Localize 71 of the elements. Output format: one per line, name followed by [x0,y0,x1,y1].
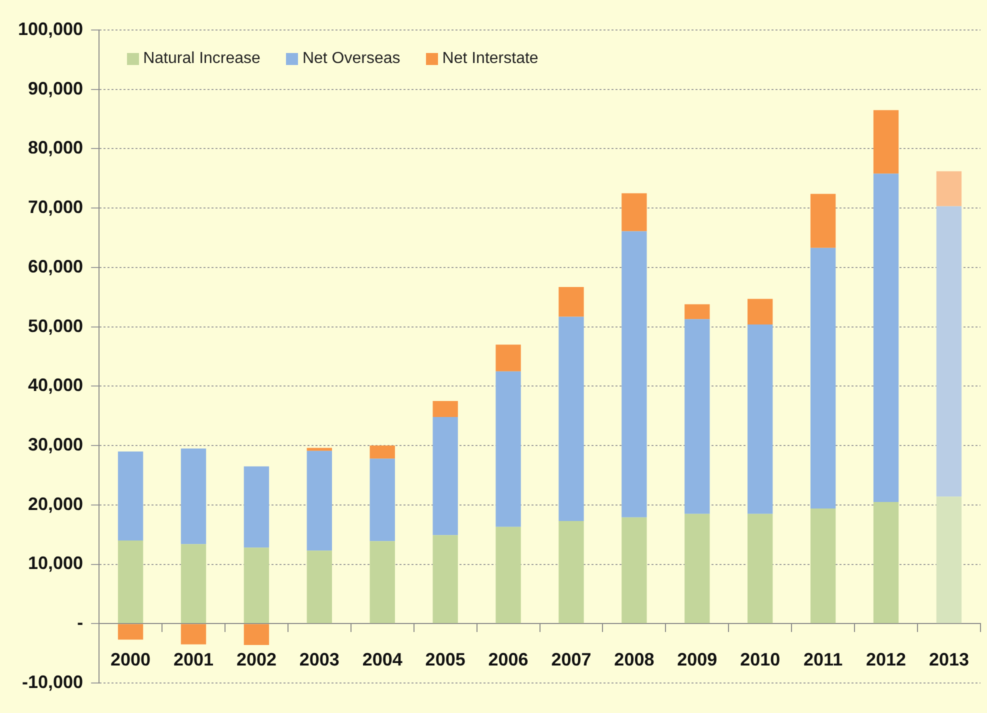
bar [936,171,962,206]
bar [748,298,773,324]
bar [370,458,395,542]
bar [936,496,962,624]
y-tick-label: -10,000 [22,672,84,692]
bar [873,502,899,624]
bar [748,324,773,514]
y-tick-label: 30,000 [28,434,84,455]
y-tick-label: - [77,612,84,633]
y-tick-label: 40,000 [28,375,84,396]
y-tick-label: 60,000 [28,256,84,276]
legend-label: Net Interstate [442,50,538,68]
x-tick-label: 2012 [866,649,906,670]
x-tick-label: 2000 [110,649,151,670]
bar [118,540,144,624]
bar [306,450,332,551]
bar [622,231,647,518]
bar [244,466,270,548]
bar [118,624,144,640]
bar [810,248,836,508]
bar [432,535,458,624]
bar [810,194,836,248]
y-tick-label: 80,000 [28,138,84,158]
x-tick-label: 2008 [614,649,654,670]
bar [873,110,899,174]
x-tick-label: 2002 [236,649,276,670]
bar [496,526,521,624]
x-tick-label: 2001 [173,649,214,670]
bar [684,304,710,320]
bar [118,451,144,541]
y-tick-label: 50,000 [28,316,84,336]
y-tick-label: 90,000 [28,78,84,98]
bar [180,448,206,544]
bar [684,514,710,624]
bar [810,508,836,624]
bar [244,548,270,624]
bar [622,517,647,624]
x-tick-label: 2006 [488,649,528,670]
bar [244,624,270,646]
bar [306,448,332,451]
x-tick-label: 2004 [362,649,402,670]
x-tick-label: 2011 [804,649,843,670]
x-tick-label: 2013 [928,649,969,670]
bar [748,514,773,624]
bar [558,316,584,521]
bar [432,401,458,418]
bar [370,541,395,624]
bar [180,544,206,624]
x-tick-label: 2005 [425,649,466,670]
y-tick-label: 70,000 [28,197,84,218]
y-tick-label: 100,000 [18,18,84,39]
bar [370,446,395,459]
bar [936,206,962,497]
x-tick-label: 2007 [551,649,592,670]
bar [873,174,899,502]
bar [180,624,206,644]
bar [684,319,710,514]
legend-label: Natural Increase [143,50,260,68]
bar [558,287,584,317]
bar [622,193,647,232]
legend-label: Net Overseas [302,50,400,68]
x-tick-label: 2009 [677,649,718,670]
bar [496,344,521,372]
x-tick-label: 2003 [299,649,340,670]
y-tick-label: 20,000 [28,494,84,514]
y-tick-label: 10,000 [28,553,84,574]
bar [496,371,521,527]
bar [306,550,332,624]
bar [432,417,458,536]
x-tick-label: 2010 [740,649,780,670]
bar [558,520,584,624]
